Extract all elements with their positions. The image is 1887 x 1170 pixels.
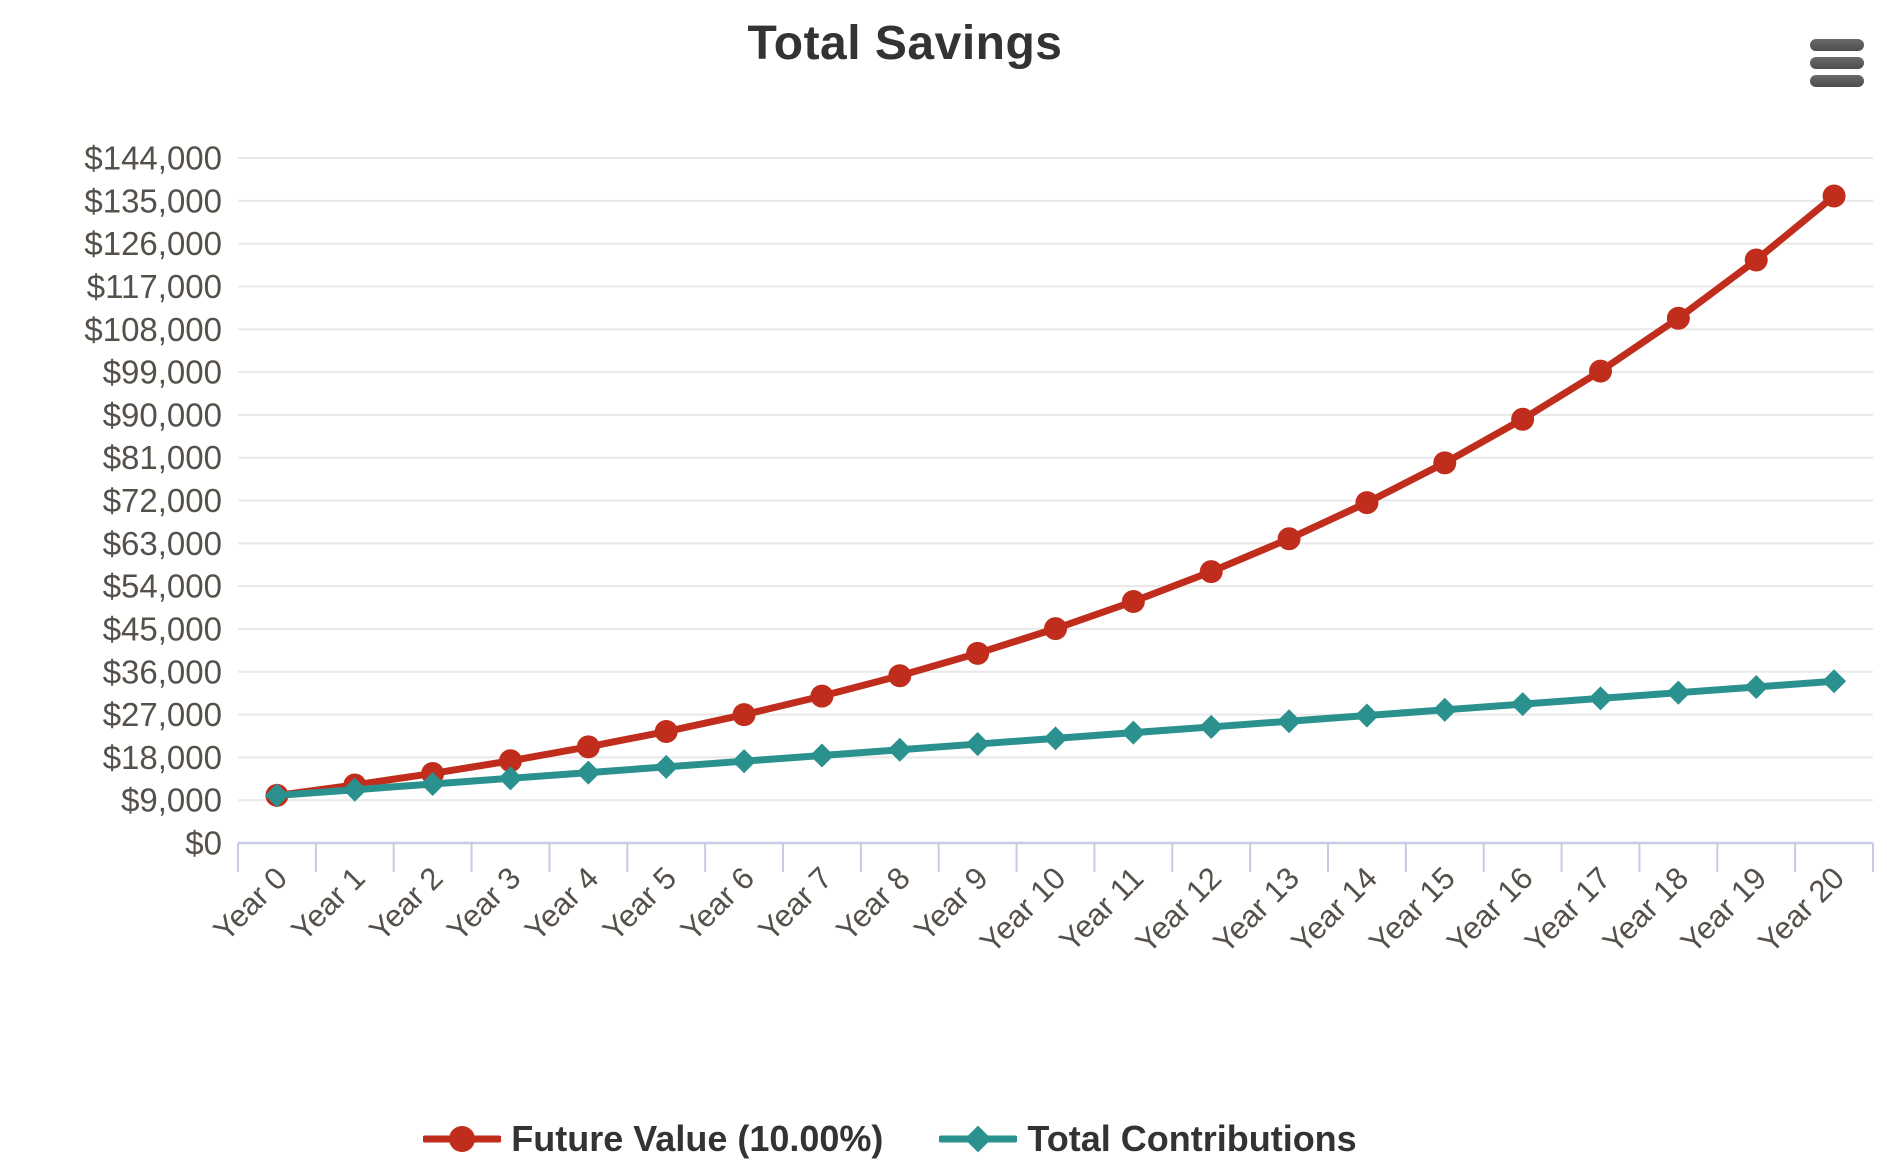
legend-item-total-contributions[interactable]: Total Contributions	[939, 1118, 1357, 1160]
y-axis-tick-label: $54,000	[103, 568, 222, 605]
y-axis-tick-label: $72,000	[103, 482, 222, 519]
data-point-marker-future-value-10-00[interactable]	[810, 684, 834, 708]
y-axis-tick-label: $117,000	[87, 268, 222, 305]
legend-item-future-value[interactable]: Future Value (10.00%)	[423, 1118, 883, 1160]
x-axis-tick-label: Year 19	[1674, 860, 1774, 960]
export-menu-button[interactable]	[1806, 34, 1868, 92]
data-point-marker-future-value-10-00[interactable]	[966, 641, 990, 665]
x-axis-tick-label: Year 1	[284, 860, 371, 947]
y-axis-tick-label: $144,000	[84, 140, 222, 177]
data-point-marker-total-contributions[interactable]	[1510, 692, 1535, 717]
data-point-marker-future-value-10-00[interactable]	[1044, 617, 1067, 641]
data-point-marker-total-contributions[interactable]	[1277, 709, 1302, 734]
y-axis-tick-label: $126,000	[84, 225, 222, 262]
x-axis-tick-label: Year 15	[1362, 860, 1462, 960]
data-point-marker-future-value-10-00[interactable]	[576, 735, 600, 759]
y-axis-tick-label: $36,000	[103, 653, 222, 690]
data-point-marker-future-value-10-00[interactable]	[654, 720, 678, 744]
y-axis-tick-label: $63,000	[103, 525, 222, 562]
data-point-marker-total-contributions[interactable]	[809, 743, 834, 768]
x-axis-tick-label: Year 12	[1129, 860, 1229, 960]
x-axis-tick-label: Year 8	[829, 860, 916, 947]
data-point-marker-total-contributions[interactable]	[1199, 714, 1224, 739]
data-point-marker-total-contributions[interactable]	[1354, 703, 1379, 728]
y-axis-tick-label: $99,000	[103, 354, 222, 391]
data-point-marker-total-contributions[interactable]	[1744, 674, 1769, 699]
data-point-marker-total-contributions[interactable]	[1588, 686, 1613, 711]
x-axis-tick-label: Year 11	[1052, 860, 1150, 958]
data-point-marker-future-value-10-00[interactable]	[732, 703, 756, 727]
data-point-marker-total-contributions[interactable]	[965, 732, 990, 757]
x-axis-tick-label: Year 6	[674, 860, 761, 947]
x-axis-tick-label: Year 4	[518, 860, 605, 947]
data-point-marker-total-contributions[interactable]	[498, 766, 523, 791]
x-axis-tick-label: Year 18	[1596, 860, 1696, 960]
data-point-marker-future-value-10-00[interactable]	[888, 664, 912, 688]
x-axis-tick-label: Year 0	[207, 860, 294, 947]
y-axis-tick-label: $108,000	[84, 311, 222, 348]
data-point-marker-total-contributions[interactable]	[1666, 680, 1691, 705]
x-axis-tick-label: Year 10	[973, 860, 1073, 960]
data-point-marker-future-value-10-00[interactable]	[1433, 451, 1457, 475]
x-axis-tick-label: Year 7	[752, 860, 839, 947]
x-axis-tick-label: Year 5	[596, 860, 683, 947]
hamburger-menu-icon	[1810, 39, 1864, 87]
x-axis-tick-label: Year 2	[362, 860, 449, 947]
x-axis-tick-label: Year 16	[1440, 860, 1540, 960]
y-axis-tick-label: $27,000	[103, 696, 222, 733]
x-axis-tick-label: Year 13	[1207, 860, 1307, 960]
data-point-marker-future-value-10-00[interactable]	[1589, 359, 1612, 383]
x-axis-tick-label: Year 3	[440, 860, 527, 947]
legend-marker-circle-icon	[423, 1126, 502, 1152]
data-point-marker-total-contributions[interactable]	[654, 754, 679, 779]
data-point-marker-future-value-10-00[interactable]	[499, 749, 522, 773]
data-point-marker-total-contributions[interactable]	[1432, 697, 1457, 722]
y-axis-tick-label: $0	[185, 825, 222, 862]
x-axis-tick-label: Year 20	[1752, 860, 1852, 960]
data-point-marker-future-value-10-00[interactable]	[1744, 248, 1768, 272]
data-point-marker-total-contributions[interactable]	[1822, 669, 1847, 694]
data-point-marker-total-contributions[interactable]	[1043, 726, 1068, 751]
y-axis-tick-label: $45,000	[103, 610, 222, 647]
y-axis-tick-label: $9,000	[121, 782, 222, 819]
y-axis-tick-label: $90,000	[103, 396, 222, 433]
data-point-marker-total-contributions[interactable]	[264, 783, 289, 808]
data-point-marker-future-value-10-00[interactable]	[1277, 527, 1301, 551]
x-axis-tick-label: Year 14	[1284, 860, 1384, 960]
chart-title: Total Savings	[747, 17, 1063, 70]
y-axis-tick-label: $81,000	[103, 439, 222, 476]
data-point-marker-future-value-10-00[interactable]	[1666, 306, 1690, 330]
data-point-marker-future-value-10-00[interactable]	[1822, 184, 1846, 208]
data-point-marker-future-value-10-00[interactable]	[1121, 589, 1145, 613]
y-axis-tick-label: $135,000	[84, 182, 222, 219]
data-point-marker-total-contributions[interactable]	[1121, 720, 1146, 745]
data-point-marker-total-contributions[interactable]	[576, 760, 601, 785]
data-point-marker-total-contributions[interactable]	[732, 749, 757, 774]
legend-label-total-contributions: Total Contributions	[1027, 1118, 1357, 1159]
legend-label-future-value: Future Value (10.00%)	[511, 1118, 884, 1159]
x-axis-tick-label: Year 17	[1518, 860, 1618, 960]
data-point-marker-future-value-10-00[interactable]	[1199, 560, 1223, 584]
data-point-marker-future-value-10-00[interactable]	[1355, 491, 1379, 515]
data-point-marker-future-value-10-00[interactable]	[1511, 407, 1535, 431]
legend-marker-diamond-icon	[939, 1125, 1018, 1153]
y-axis-tick-label: $18,000	[103, 739, 222, 776]
chart-legend: Future Value (10.00%) Total Contribution…	[0, 1118, 1780, 1160]
